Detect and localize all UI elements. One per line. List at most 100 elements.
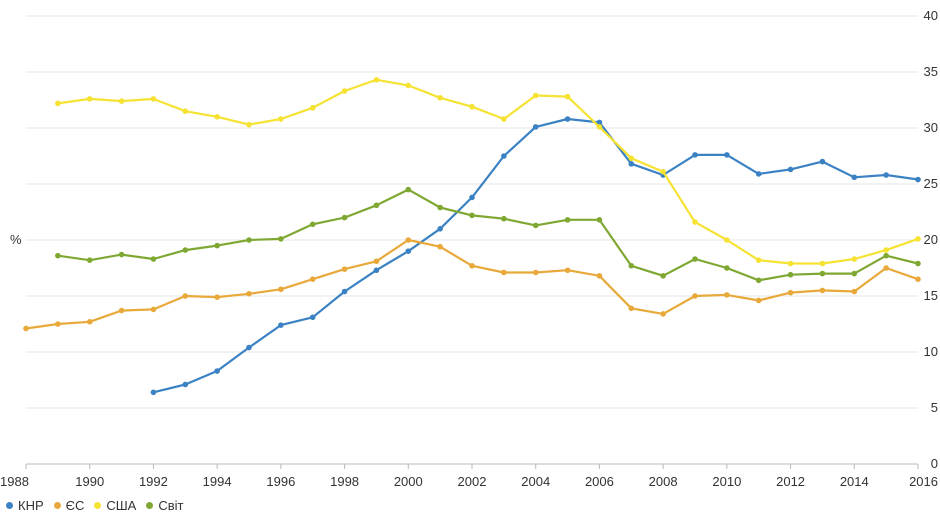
- data-point[interactable]: [214, 368, 220, 374]
- data-point[interactable]: [278, 116, 284, 122]
- data-point[interactable]: [851, 174, 858, 181]
- data-point[interactable]: [23, 325, 29, 332]
- data-point[interactable]: [755, 257, 762, 263]
- data-point[interactable]: [819, 158, 826, 165]
- data-point[interactable]: [851, 288, 858, 295]
- data-point[interactable]: [405, 82, 412, 89]
- data-point[interactable]: [787, 260, 794, 267]
- legend-item[interactable]: США: [94, 498, 136, 513]
- data-point[interactable]: [278, 236, 284, 242]
- data-point[interactable]: [628, 305, 635, 312]
- data-point[interactable]: [532, 92, 539, 99]
- data-point[interactable]: [214, 294, 220, 300]
- data-point[interactable]: [182, 108, 189, 114]
- data-point[interactable]: [628, 161, 635, 167]
- data-point[interactable]: [915, 276, 921, 283]
- data-point[interactable]: [55, 252, 61, 259]
- data-point[interactable]: [437, 94, 443, 101]
- data-point[interactable]: [532, 269, 539, 276]
- data-point[interactable]: [596, 124, 603, 130]
- data-point[interactable]: [724, 265, 730, 271]
- data-point[interactable]: [309, 276, 316, 283]
- data-point[interactable]: [150, 389, 157, 396]
- data-point[interactable]: [341, 266, 348, 272]
- data-point[interactable]: [118, 251, 125, 258]
- data-point[interactable]: [787, 271, 794, 278]
- data-point[interactable]: [246, 344, 252, 351]
- data-point[interactable]: [532, 222, 539, 229]
- data-point[interactable]: [469, 103, 475, 110]
- data-point[interactable]: [564, 267, 571, 274]
- data-point[interactable]: [309, 105, 316, 111]
- data-point[interactable]: [86, 257, 93, 263]
- data-point[interactable]: [564, 93, 571, 100]
- data-point[interactable]: [883, 265, 889, 271]
- data-point[interactable]: [405, 237, 412, 243]
- data-point[interactable]: [86, 96, 93, 102]
- data-point[interactable]: [373, 202, 380, 209]
- data-point[interactable]: [915, 260, 921, 267]
- data-point[interactable]: [819, 260, 826, 267]
- data-point[interactable]: [118, 307, 125, 314]
- data-point[interactable]: [915, 176, 921, 183]
- data-point[interactable]: [883, 247, 889, 253]
- data-point[interactable]: [373, 267, 380, 274]
- data-point[interactable]: [660, 168, 666, 175]
- data-point[interactable]: [596, 119, 603, 126]
- data-point[interactable]: [819, 287, 826, 294]
- data-point[interactable]: [660, 273, 666, 279]
- data-point[interactable]: [55, 321, 61, 327]
- data-point[interactable]: [150, 256, 157, 262]
- data-point[interactable]: [246, 237, 252, 243]
- data-point[interactable]: [501, 269, 507, 276]
- data-point[interactable]: [150, 96, 157, 102]
- legend-item[interactable]: ЄС: [53, 498, 84, 513]
- data-point[interactable]: [692, 256, 698, 262]
- data-point[interactable]: [246, 121, 252, 128]
- data-point[interactable]: [755, 171, 762, 177]
- data-point[interactable]: [883, 172, 889, 178]
- data-point[interactable]: [501, 116, 507, 122]
- data-point[interactable]: [469, 262, 475, 269]
- data-point[interactable]: [915, 236, 921, 242]
- data-point[interactable]: [692, 152, 698, 158]
- data-point[interactable]: [692, 219, 698, 225]
- data-point[interactable]: [724, 152, 730, 158]
- data-point[interactable]: [182, 381, 189, 388]
- data-point[interactable]: [755, 297, 762, 304]
- data-point[interactable]: [309, 221, 316, 228]
- data-point[interactable]: [692, 293, 698, 299]
- data-point[interactable]: [341, 288, 348, 295]
- data-point[interactable]: [214, 242, 220, 249]
- data-point[interactable]: [596, 217, 603, 223]
- data-point[interactable]: [278, 286, 284, 293]
- data-point[interactable]: [373, 77, 380, 83]
- data-point[interactable]: [724, 237, 730, 243]
- data-point[interactable]: [118, 98, 125, 104]
- data-point[interactable]: [246, 290, 252, 297]
- data-point[interactable]: [787, 289, 794, 296]
- legend-item[interactable]: КНР: [6, 498, 44, 513]
- data-point[interactable]: [341, 214, 348, 221]
- data-point[interactable]: [851, 256, 858, 262]
- data-point[interactable]: [309, 314, 316, 321]
- data-point[interactable]: [532, 124, 539, 130]
- data-point[interactable]: [182, 247, 189, 253]
- data-point[interactable]: [628, 262, 635, 269]
- data-point[interactable]: [150, 306, 157, 313]
- data-point[interactable]: [405, 186, 412, 193]
- data-point[interactable]: [660, 311, 666, 317]
- data-point[interactable]: [86, 318, 93, 325]
- data-point[interactable]: [373, 258, 380, 265]
- data-point[interactable]: [501, 153, 507, 159]
- data-point[interactable]: [755, 277, 762, 284]
- data-point[interactable]: [182, 293, 189, 299]
- data-point[interactable]: [819, 270, 826, 277]
- data-point[interactable]: [883, 252, 889, 259]
- data-point[interactable]: [564, 217, 571, 223]
- data-point[interactable]: [405, 248, 412, 254]
- data-point[interactable]: [278, 322, 284, 328]
- data-point[interactable]: [214, 114, 220, 120]
- data-point[interactable]: [341, 88, 348, 94]
- data-point[interactable]: [437, 204, 443, 211]
